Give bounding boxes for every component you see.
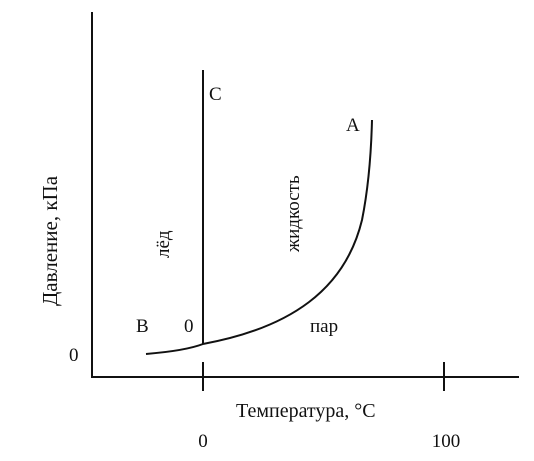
x-tick-label-100: 100 [432, 431, 461, 452]
vaporization-curve-oa [202, 119, 373, 345]
region-ice-label: лёд [153, 230, 174, 258]
y-origin-label: 0 [69, 345, 79, 366]
sublimation-curve-bo [145, 343, 204, 355]
x-tick-label-0: 0 [198, 431, 208, 452]
point-o-label: 0 [184, 316, 194, 337]
point-c-label: C [209, 84, 222, 105]
point-b-label: B [136, 316, 149, 337]
point-a-label: A [346, 115, 360, 136]
region-vapor-label: пар [310, 316, 338, 337]
region-liquid-label: жидкость [283, 175, 304, 253]
x-axis-label: Температура, °С [236, 400, 376, 422]
y-axis-label: Давление, кПа [38, 175, 62, 306]
